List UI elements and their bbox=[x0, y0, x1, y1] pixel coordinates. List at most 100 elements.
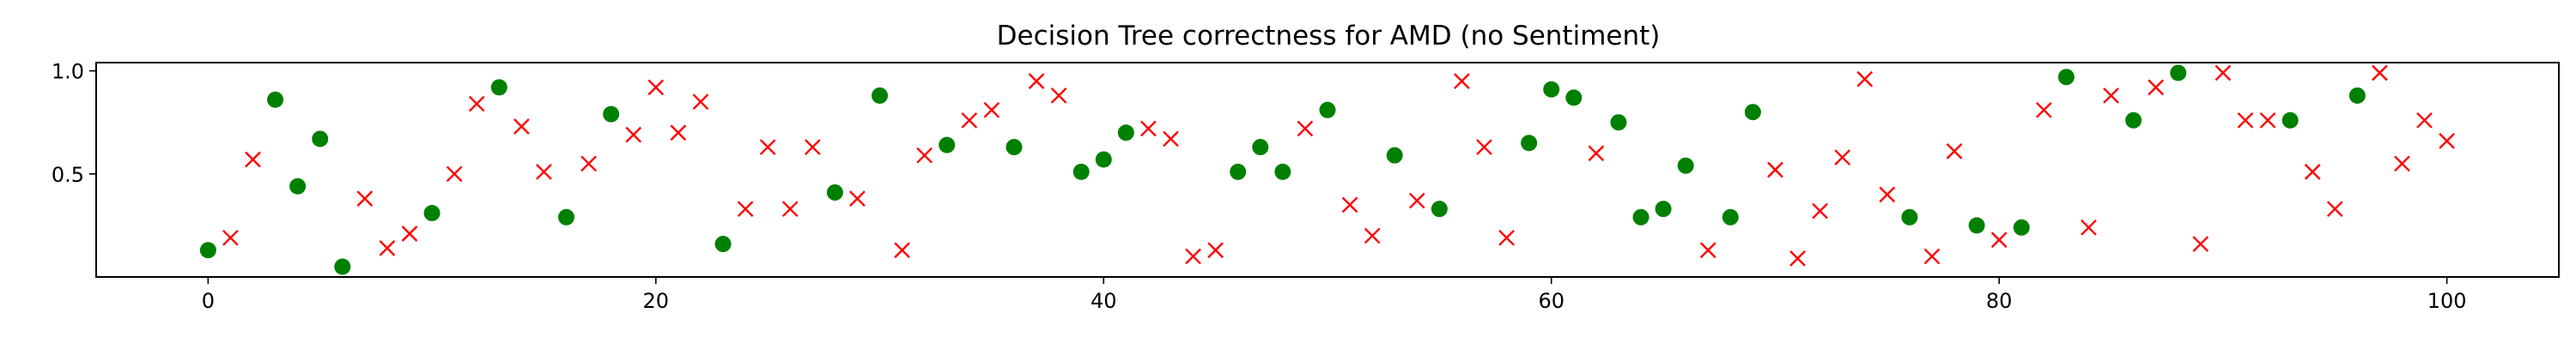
plot-frame bbox=[95, 62, 2560, 278]
data-point-x bbox=[1990, 232, 2008, 249]
data-point-x bbox=[468, 95, 485, 112]
axes-layer: 0 20 40 60 80 100 0.5 1.0 bbox=[52, 60, 2467, 313]
data-point-x bbox=[1297, 120, 1314, 137]
data-point-x bbox=[625, 126, 642, 143]
data-point-x bbox=[916, 147, 933, 164]
data-point-x bbox=[2326, 201, 2343, 218]
data-point-circle bbox=[558, 208, 575, 226]
data-point-x bbox=[1454, 73, 1470, 89]
data-point-circle bbox=[1117, 124, 1134, 141]
data-point-circle bbox=[267, 91, 284, 108]
data-point-x bbox=[1789, 250, 1806, 267]
data-point-circle bbox=[1386, 147, 1403, 164]
data-point-circle bbox=[1230, 163, 1247, 180]
data-point-x bbox=[1812, 202, 1828, 220]
data-point-x bbox=[401, 226, 418, 242]
data-point-x bbox=[446, 165, 463, 183]
data-point-circle bbox=[1319, 101, 1336, 118]
data-point-x bbox=[759, 139, 776, 155]
data-point-circle bbox=[2057, 69, 2075, 86]
data-point-circle bbox=[334, 258, 351, 275]
data-point-x bbox=[1699, 242, 1716, 259]
x-tick-label: 20 bbox=[643, 289, 670, 313]
data-point-x bbox=[804, 139, 821, 155]
data-point-x bbox=[222, 229, 239, 246]
data-point-circle bbox=[1744, 104, 1761, 121]
data-point-x bbox=[1185, 248, 1201, 265]
data-point-x bbox=[692, 93, 709, 111]
chart-title: Decision Tree correctness for AMD (no Se… bbox=[997, 21, 1661, 51]
data-point-x bbox=[1207, 242, 1224, 259]
data-point-x bbox=[849, 190, 866, 208]
data-point-x bbox=[1050, 87, 1067, 104]
data-point-x bbox=[1856, 70, 1874, 87]
x-tick-label: 60 bbox=[1538, 289, 1564, 313]
data-point-circle bbox=[1431, 201, 1448, 218]
data-point-circle bbox=[2281, 111, 2299, 129]
data-point-circle bbox=[289, 178, 307, 195]
data-point-x bbox=[1946, 143, 1963, 159]
x-tick-label: 40 bbox=[1091, 289, 1117, 313]
data-point-circle bbox=[1072, 163, 1090, 180]
data-point-x bbox=[2103, 87, 2119, 104]
data-point-x bbox=[2439, 132, 2455, 149]
data-point-circle bbox=[826, 184, 843, 201]
data-point-x bbox=[894, 242, 910, 259]
data-point-circle bbox=[872, 87, 889, 104]
data-point-x bbox=[2394, 155, 2410, 172]
data-point-x bbox=[536, 164, 552, 180]
data-point-circle bbox=[312, 130, 329, 147]
data-point-x bbox=[1163, 130, 1179, 147]
data-point-x bbox=[1498, 229, 1515, 246]
data-point-circle bbox=[1610, 114, 1627, 131]
y-tick-label: 0.5 bbox=[52, 163, 84, 187]
data-point-circle bbox=[1521, 135, 1538, 152]
data-point-circle bbox=[603, 105, 620, 123]
data-point-x bbox=[2035, 101, 2052, 118]
data-point-x bbox=[1923, 248, 1941, 265]
data-point-circle bbox=[1655, 201, 1672, 218]
data-point-x bbox=[1341, 196, 1358, 214]
data-point-x bbox=[961, 111, 978, 129]
data-point-x bbox=[1834, 149, 1851, 165]
data-point-x bbox=[2304, 164, 2321, 180]
data-point-x bbox=[1364, 227, 1381, 244]
data-point-circle bbox=[1722, 208, 1739, 226]
data-point-x bbox=[1879, 186, 1896, 203]
data-point-circle bbox=[1252, 139, 1269, 156]
data-point-x bbox=[670, 124, 687, 141]
data-point-circle bbox=[1677, 157, 1694, 174]
data-point-circle bbox=[714, 236, 732, 253]
data-point-x bbox=[2215, 64, 2232, 81]
data-point-x bbox=[2148, 79, 2165, 96]
data-point-x bbox=[1140, 120, 1157, 137]
data-point-circle bbox=[2170, 64, 2187, 81]
data-point-circle bbox=[423, 204, 440, 221]
data-point-x bbox=[1408, 192, 1425, 209]
marks-layer bbox=[199, 64, 2455, 275]
data-point-x bbox=[2372, 64, 2388, 81]
x-tick-label: 100 bbox=[2427, 289, 2467, 313]
data-point-x bbox=[1588, 145, 1605, 162]
data-point-x bbox=[1767, 161, 1783, 178]
data-point-x bbox=[2192, 236, 2209, 252]
data-point-circle bbox=[939, 136, 956, 153]
data-point-circle bbox=[1901, 208, 1918, 226]
data-point-x bbox=[647, 79, 665, 96]
data-point-x bbox=[245, 151, 261, 168]
data-point-x bbox=[580, 155, 597, 172]
data-point-x bbox=[513, 118, 530, 135]
data-point-circle bbox=[1565, 89, 1583, 106]
data-point-circle bbox=[1274, 163, 1291, 180]
data-point-x bbox=[1028, 73, 1045, 89]
data-point-circle bbox=[1632, 208, 1649, 226]
data-point-x bbox=[2416, 111, 2433, 129]
x-tick-label: 80 bbox=[1986, 289, 2013, 313]
data-point-x bbox=[737, 201, 754, 218]
data-point-circle bbox=[490, 79, 507, 96]
data-point-x bbox=[2081, 219, 2097, 236]
data-point-circle bbox=[2013, 219, 2030, 236]
data-point-x bbox=[379, 239, 396, 256]
